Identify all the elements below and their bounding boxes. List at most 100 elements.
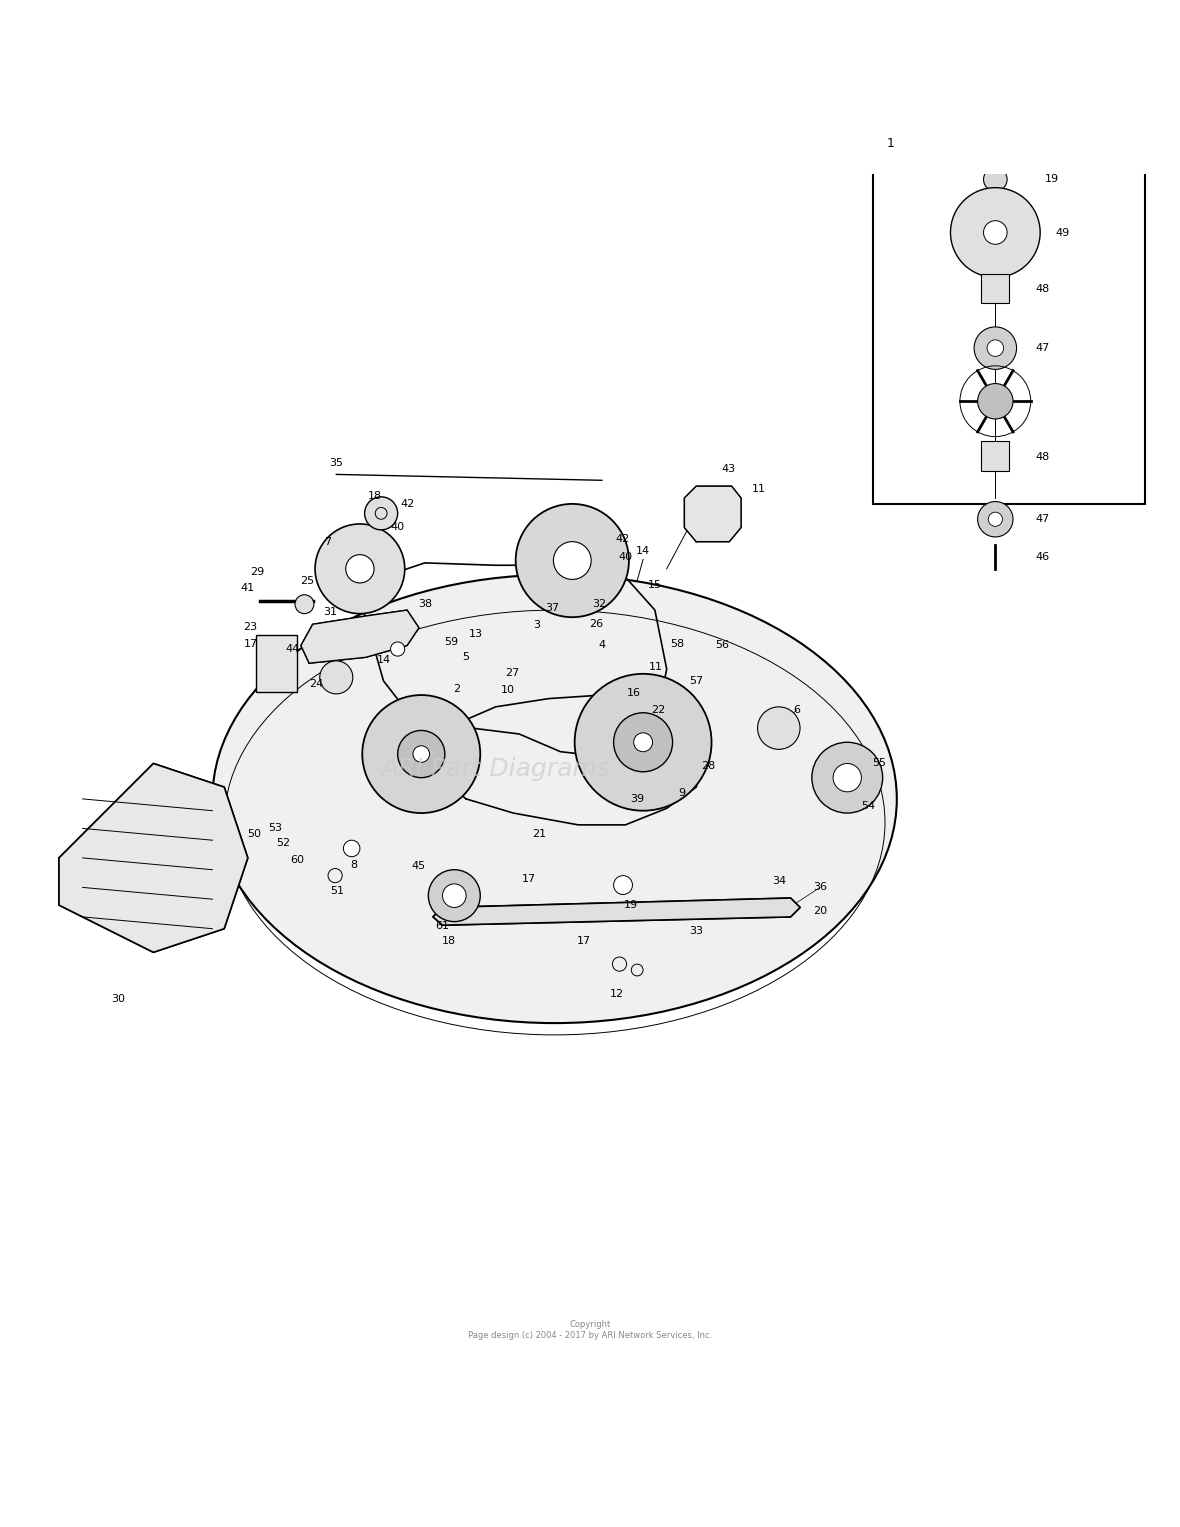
Text: ARI Part Diagrams: ARI Part Diagrams: [381, 757, 610, 782]
Text: 5: 5: [463, 652, 470, 663]
Text: 4: 4: [598, 640, 605, 651]
Text: 21: 21: [532, 829, 546, 840]
Text: 47: 47: [1035, 344, 1050, 353]
Text: 24: 24: [309, 680, 323, 689]
Text: 2: 2: [453, 684, 460, 695]
Text: 19: 19: [624, 899, 638, 910]
Text: Copyright
Page design (c) 2004 - 2017 by ARI Network Services, Inc.: Copyright Page design (c) 2004 - 2017 by…: [468, 1321, 712, 1339]
Circle shape: [977, 501, 1012, 538]
Text: 29: 29: [250, 568, 264, 577]
Text: 3: 3: [533, 620, 540, 631]
Circle shape: [989, 512, 1003, 527]
Text: 18: 18: [368, 490, 382, 501]
Text: 59: 59: [444, 637, 458, 647]
Text: 22: 22: [651, 705, 666, 716]
Text: 17: 17: [244, 640, 258, 649]
Circle shape: [553, 542, 591, 579]
Text: 25: 25: [300, 576, 314, 585]
Text: 57: 57: [689, 676, 703, 686]
Text: 41: 41: [241, 583, 255, 592]
Text: 10: 10: [500, 686, 514, 695]
Text: 52: 52: [276, 838, 290, 847]
Circle shape: [442, 884, 466, 907]
Circle shape: [833, 764, 861, 793]
Text: 12: 12: [610, 988, 624, 999]
Text: 20: 20: [813, 906, 827, 916]
Circle shape: [398, 730, 445, 777]
Circle shape: [614, 875, 632, 895]
Circle shape: [346, 554, 374, 583]
Text: 23: 23: [243, 621, 257, 632]
Circle shape: [614, 713, 673, 771]
Text: 45: 45: [412, 861, 426, 872]
Text: 18: 18: [441, 936, 455, 945]
Circle shape: [315, 524, 405, 614]
Text: 50: 50: [247, 829, 261, 840]
Text: 40: 40: [391, 522, 405, 533]
Text: 36: 36: [813, 883, 827, 892]
Text: 43: 43: [721, 464, 735, 473]
Text: 40: 40: [618, 551, 632, 562]
Text: 51: 51: [330, 886, 345, 896]
Circle shape: [984, 221, 1008, 244]
Circle shape: [295, 594, 314, 614]
Polygon shape: [433, 898, 800, 925]
Text: 39: 39: [630, 794, 644, 803]
Text: 56: 56: [715, 640, 729, 651]
Text: 9: 9: [678, 788, 686, 799]
Text: 53: 53: [268, 823, 282, 834]
Circle shape: [365, 496, 398, 530]
Bar: [873, 127, 1145, 504]
Text: 47: 47: [1035, 515, 1050, 524]
Circle shape: [575, 673, 712, 811]
Text: 61: 61: [435, 921, 450, 931]
Text: 32: 32: [592, 599, 607, 609]
Text: 7: 7: [324, 536, 332, 547]
Text: 58: 58: [670, 640, 684, 649]
Circle shape: [951, 188, 1041, 278]
Text: 30: 30: [111, 994, 125, 1005]
Text: 28: 28: [701, 760, 715, 771]
Circle shape: [634, 733, 653, 751]
Circle shape: [413, 745, 430, 762]
Circle shape: [343, 840, 360, 857]
Circle shape: [986, 341, 1004, 356]
Text: 60: 60: [290, 855, 304, 866]
Text: 55: 55: [872, 759, 886, 768]
Text: 38: 38: [418, 599, 432, 609]
Circle shape: [516, 504, 629, 617]
Polygon shape: [301, 611, 419, 663]
Bar: [879, 133, 903, 156]
Text: 31: 31: [323, 608, 337, 617]
Circle shape: [391, 641, 405, 657]
Text: 13: 13: [468, 629, 483, 638]
Circle shape: [812, 742, 883, 812]
Circle shape: [977, 383, 1012, 418]
Bar: [982, 441, 1010, 470]
Text: 1: 1: [887, 137, 894, 151]
Text: 11: 11: [649, 661, 663, 672]
Circle shape: [975, 327, 1017, 370]
Text: 44: 44: [286, 644, 300, 654]
Circle shape: [362, 695, 480, 812]
Text: 15: 15: [648, 580, 662, 591]
Text: 42: 42: [400, 499, 414, 508]
Text: 48: 48: [1035, 452, 1050, 461]
Text: 8: 8: [350, 860, 358, 870]
Circle shape: [428, 870, 480, 922]
Text: 54: 54: [861, 802, 876, 811]
Circle shape: [984, 168, 1008, 191]
Text: 34: 34: [772, 876, 786, 887]
Polygon shape: [59, 764, 248, 953]
Bar: [982, 273, 1010, 304]
Text: 48: 48: [1035, 284, 1050, 295]
Text: 49: 49: [1055, 228, 1070, 238]
Text: 6: 6: [793, 705, 800, 716]
Text: 33: 33: [689, 925, 703, 936]
Text: 17: 17: [577, 936, 591, 945]
Text: 19: 19: [1045, 174, 1058, 185]
Text: 27: 27: [505, 667, 519, 678]
Circle shape: [758, 707, 800, 750]
Text: 37: 37: [545, 603, 559, 612]
Text: 46: 46: [1036, 551, 1049, 562]
